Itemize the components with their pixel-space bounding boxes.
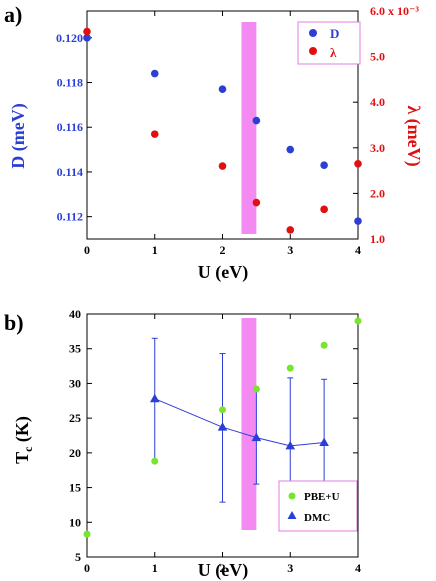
panel-a-y-tick-label: 0.118	[57, 76, 83, 90]
legend-d-label: D	[330, 26, 339, 41]
panel-b-y-axis-title-main: T	[12, 452, 32, 464]
pbeu-data-point	[83, 530, 91, 538]
panel-a-x-tick-label: 3	[287, 243, 293, 257]
panel-a-right-axis-title: λ (meV)	[403, 105, 424, 166]
pbeu-data-point	[219, 406, 226, 414]
panel-a-x-tick-label: 1	[152, 243, 158, 257]
panel-b-shaded-band	[241, 318, 257, 530]
panel-a-shaded-band	[241, 22, 257, 234]
panel-b-legend: PBE+U DMC	[278, 480, 358, 532]
panel-b-label: b)	[4, 310, 24, 335]
panel-b-x-tick-label: 4	[355, 561, 361, 575]
d-data-point	[83, 34, 91, 42]
legend-pbeu-label: PBE+U	[304, 491, 340, 503]
dmc-data-point	[251, 432, 262, 442]
panel-b-y-tick-label: 5	[75, 550, 81, 564]
panel-b-y-tick-label: 10	[69, 515, 81, 529]
panel-a-legend-box	[297, 21, 361, 65]
lambda-data-point	[320, 205, 328, 214]
legend-dmc-marker	[287, 511, 297, 519]
panel-b-y-axis-title-sub: c	[21, 446, 35, 452]
dmc-data-point	[319, 437, 329, 446]
panel-a-left-axis-title: D (meV)	[8, 103, 29, 168]
panel-b-x-axis-title: U (eV)	[198, 560, 248, 581]
dmc-data-point	[217, 422, 228, 431]
lambda-data-point	[150, 130, 159, 138]
panel-a-y-tick-label: 0.116	[57, 120, 83, 134]
lambda-data-point	[218, 162, 227, 170]
panel-b-points	[83, 317, 362, 538]
legend-dmc-label: DMC	[304, 512, 330, 524]
panel-b-ticks: 0 1 2 3 4 5 10 15 20 25 30 35 40	[69, 307, 361, 575]
panel-b-y-tick-label: 30	[69, 376, 81, 390]
pbeu-data-point	[286, 364, 294, 372]
d-data-point	[354, 217, 362, 225]
panel-b-x-tick-label: 0	[84, 561, 90, 575]
panel-a-y2-tick-label: 3.0	[370, 141, 385, 155]
panel-a-ticks: 0 1 2 3 4 0.112 0.114 0.116 0.118 0.120 1.0 2.0 3.0 4…	[56, 4, 419, 257]
d-data-point	[150, 69, 159, 78]
panel-b-y-axis-title: Tc (K)	[12, 416, 35, 464]
legend-pbeu-marker	[288, 492, 296, 500]
pbeu-data-point	[151, 457, 159, 465]
panel-b-x-tick-label: 1	[152, 561, 158, 575]
legend-d-marker	[309, 29, 317, 37]
pbeu-data-point	[320, 341, 328, 349]
panel-a-legend: D λ	[297, 21, 361, 65]
panel-a-x-tick-label: 4	[355, 243, 361, 257]
panel-b: b) 0 1 2 3 4 5 10 15 20 25 30 35 40 PBE+U DMC U (eV)…	[4, 307, 362, 581]
panel-a-x-axis-title: U (eV)	[198, 262, 248, 283]
panel-a-y-tick-label: 0.112	[57, 210, 83, 224]
panel-a: a) 0 1 2 3 4 0.112 0.114 0.116 0.118 0.120 1.0 2.0 3…	[4, 2, 424, 283]
panel-a-y2-tick-label: 1.0	[370, 232, 385, 246]
panel-a-y2-tick-label: 2.0	[370, 186, 385, 200]
panel-a-y2-tick-label: 4.0	[370, 95, 385, 109]
dmc-series-line	[154, 398, 325, 447]
pbeu-data-point	[354, 317, 362, 325]
panel-a-y2-tick-label: 6.0 x 10⁻³	[370, 4, 419, 18]
panel-a-x-tick-label: 2	[220, 243, 226, 257]
panel-a-y2-tick-label: 5.0	[370, 50, 385, 64]
dmc-data-point	[285, 440, 296, 450]
panel-a-points	[83, 27, 362, 234]
pbeu-data-point	[252, 385, 260, 393]
panel-b-y-tick-label: 15	[69, 481, 81, 495]
lambda-data-point	[354, 159, 362, 168]
lambda-data-point	[83, 27, 91, 36]
dmc-data-point	[149, 393, 160, 403]
panel-b-y-tick-label: 40	[69, 307, 81, 321]
panel-b-y-tick-label: 35	[69, 342, 81, 356]
legend-lambda-label: λ	[330, 45, 337, 60]
lambda-data-point	[252, 198, 261, 207]
panel-b-y-tick-label: 25	[69, 411, 81, 425]
panel-b-legend-box	[278, 480, 358, 532]
d-data-point	[218, 85, 227, 94]
d-data-point	[286, 145, 295, 154]
panel-b-y-axis-title-unit: (K)	[12, 416, 33, 447]
panel-b-x-tick-label: 2	[220, 561, 226, 575]
d-data-point	[320, 161, 328, 170]
panel-a-y-tick-label: 0.114	[57, 165, 83, 179]
legend-lambda-marker	[309, 47, 317, 55]
panel-a-y-tick-label: 0.120	[56, 31, 83, 45]
panel-a-label: a)	[4, 2, 22, 27]
panel-b-x-tick-label: 3	[287, 561, 293, 575]
lambda-data-point	[286, 226, 295, 234]
d-data-point	[252, 116, 261, 125]
panel-b-y-tick-label: 20	[69, 446, 81, 460]
panel-a-x-tick-label: 0	[84, 243, 90, 257]
